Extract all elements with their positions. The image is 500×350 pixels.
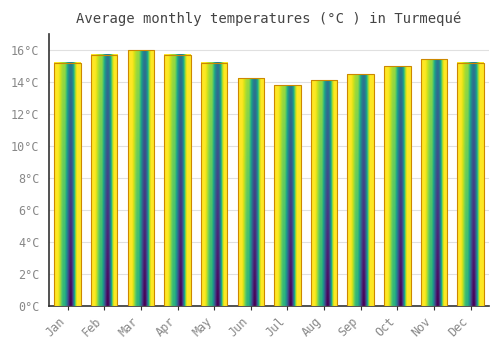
Bar bbox=[54, 63, 81, 306]
Bar bbox=[274, 85, 300, 306]
Bar bbox=[384, 66, 410, 306]
Bar bbox=[201, 63, 228, 306]
Bar bbox=[458, 63, 484, 306]
Title: Average monthly temperatures (°C ) in Turmequé: Average monthly temperatures (°C ) in Tu… bbox=[76, 11, 462, 26]
Bar bbox=[311, 80, 337, 306]
Bar bbox=[128, 50, 154, 306]
Bar bbox=[91, 55, 118, 306]
Bar bbox=[238, 78, 264, 306]
Bar bbox=[164, 55, 190, 306]
Bar bbox=[421, 59, 447, 306]
Bar bbox=[348, 74, 374, 306]
